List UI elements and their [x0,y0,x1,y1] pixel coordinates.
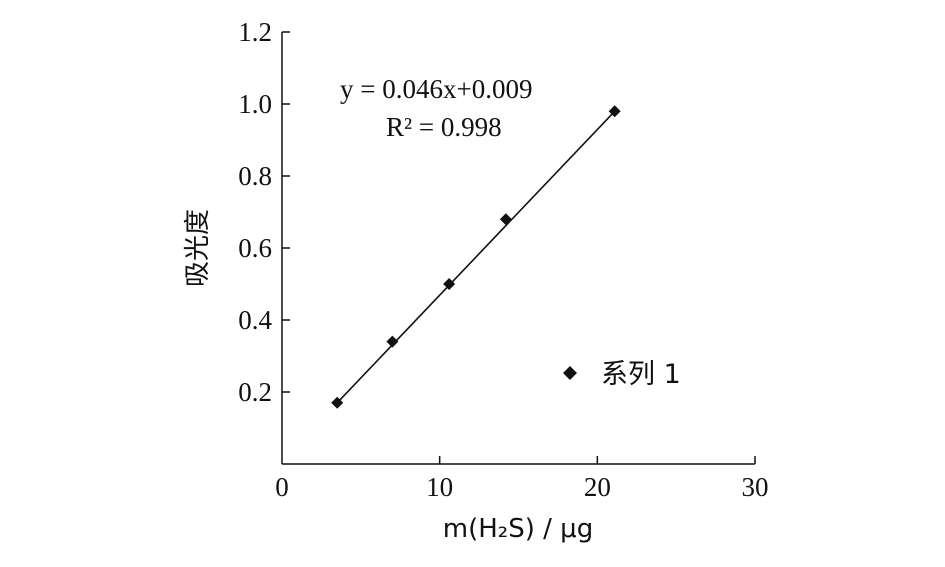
y-axis-ticks: 0.2 0.4 0.6 0.8 1.0 1.2 [238,17,290,407]
data-point [443,278,456,290]
x-tick-label: 0 [275,472,289,502]
y-tick-label: 0.8 [238,161,272,191]
legend: 系列 1 [563,359,681,390]
data-points [331,105,621,409]
trendline-equation: y = 0.046x+0.009 [340,74,532,104]
legend-label: 系列 1 [601,359,681,390]
trendline [336,110,616,404]
y-tick-label: 0.4 [238,305,272,335]
x-tick-label: 10 [426,472,453,502]
trendline-r2: R² = 0.998 [386,112,502,142]
y-tick-label: 0.6 [238,233,272,263]
y-axis-title: 吸光度 [183,209,213,287]
y-tick-label: 1.2 [238,17,272,47]
data-point [331,396,344,409]
y-tick-label: 1.0 [238,89,272,119]
x-tick-label: 20 [584,472,611,502]
data-point [386,335,399,348]
data-point [608,105,621,118]
y-tick-label: 0.2 [238,377,272,407]
x-axis-ticks: 0 10 20 30 [275,456,769,502]
x-axis-title: m(H₂S) / μg [443,514,593,544]
legend-marker [563,366,577,380]
x-tick-label: 30 [742,472,769,502]
data-point [499,213,512,226]
